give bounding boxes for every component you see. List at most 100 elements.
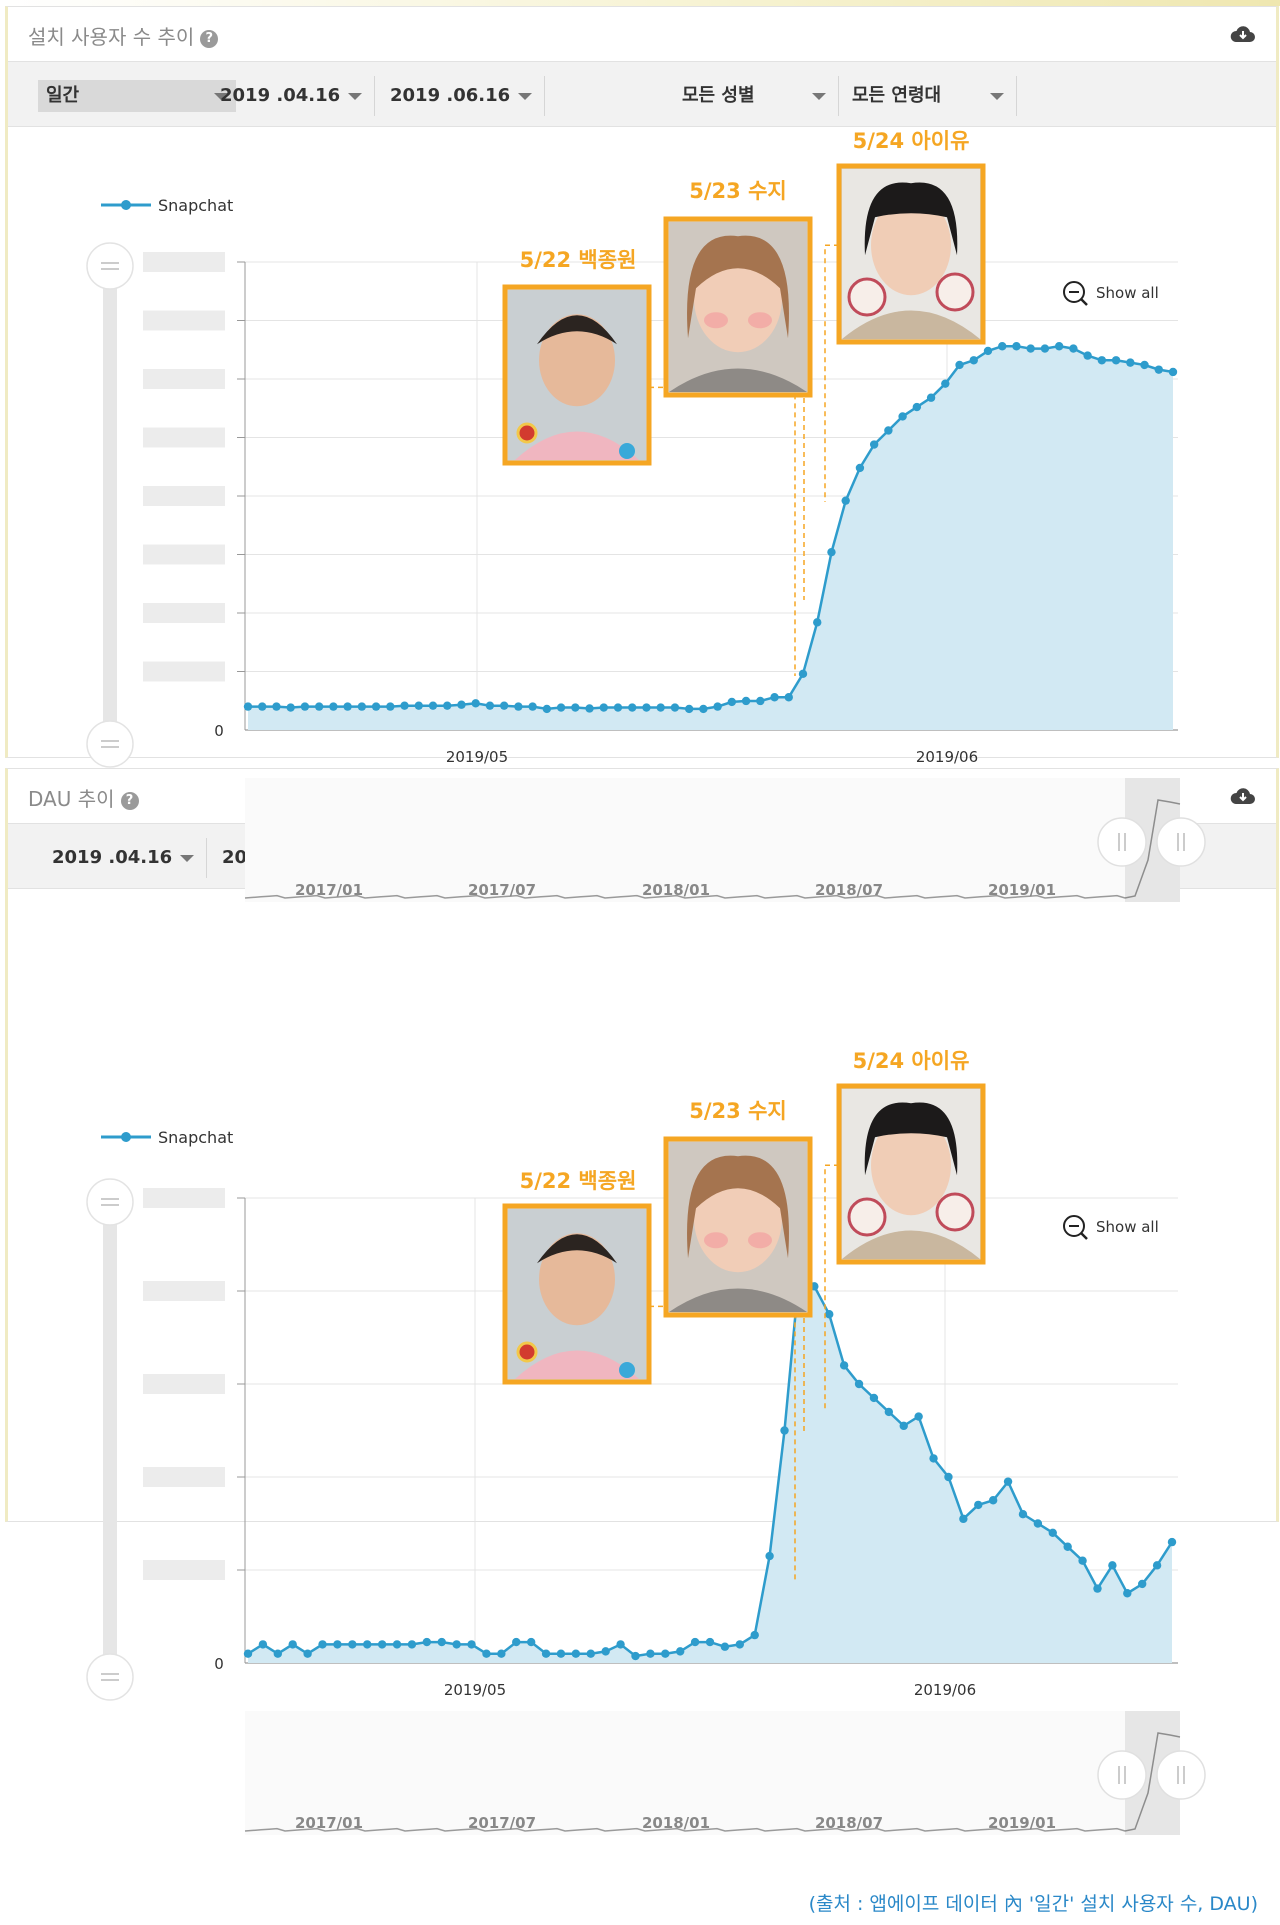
data-point[interactable]	[1167, 1537, 1177, 1547]
data-point[interactable]	[363, 1640, 372, 1649]
data-point[interactable]	[780, 1426, 789, 1435]
y-slider-bottom-handle[interactable]	[86, 720, 134, 768]
navigator-right-handle[interactable]	[1156, 1750, 1206, 1800]
data-point[interactable]	[443, 701, 452, 710]
gender-dropdown[interactable]: 모든 성별	[674, 80, 834, 112]
data-point[interactable]	[628, 703, 637, 712]
data-point[interactable]	[998, 342, 1007, 351]
data-point[interactable]	[661, 1649, 670, 1658]
data-point[interactable]	[428, 701, 438, 710]
data-point[interactable]	[1003, 1477, 1013, 1486]
data-point[interactable]	[1040, 344, 1050, 353]
data-point[interactable]	[273, 1649, 283, 1658]
data-point[interactable]	[675, 1647, 685, 1656]
data-point[interactable]	[556, 703, 566, 712]
data-point[interactable]	[631, 1651, 640, 1661]
data-point[interactable]	[1168, 367, 1178, 377]
start-date-dropdown[interactable]: 2019 .04.16	[44, 842, 202, 874]
data-point[interactable]	[727, 697, 737, 707]
data-point[interactable]	[528, 702, 537, 711]
data-point[interactable]	[386, 702, 395, 711]
data-point[interactable]	[571, 703, 580, 712]
data-point[interactable]	[1078, 1556, 1087, 1565]
y-slider-bottom-handle[interactable]	[86, 1653, 134, 1701]
data-point[interactable]	[400, 701, 409, 710]
data-point[interactable]	[1137, 1579, 1147, 1589]
y-slider-top-handle[interactable]	[86, 242, 134, 290]
data-point[interactable]	[407, 1640, 417, 1649]
data-point[interactable]	[392, 1640, 402, 1649]
age-dropdown[interactable]: 모든 연령대	[844, 80, 1012, 112]
data-point[interactable]	[499, 701, 509, 710]
data-point[interactable]	[855, 463, 865, 473]
data-point[interactable]	[485, 701, 495, 710]
data-point[interactable]	[585, 704, 594, 713]
data-point[interactable]	[756, 696, 765, 706]
data-point[interactable]	[720, 1642, 730, 1651]
data-point[interactable]	[300, 702, 310, 711]
start-date-dropdown[interactable]: 2019 .04.16	[212, 80, 370, 112]
data-point[interactable]	[827, 547, 836, 557]
help-icon[interactable]: ?	[200, 30, 219, 48]
data-point[interactable]	[314, 702, 324, 711]
data-point[interactable]	[514, 702, 523, 711]
data-point[interactable]	[571, 1649, 581, 1658]
data-point[interactable]	[1063, 1542, 1072, 1551]
data-point[interactable]	[286, 703, 295, 712]
data-point[interactable]	[1152, 1561, 1162, 1570]
data-point[interactable]	[705, 1637, 715, 1647]
data-point[interactable]	[914, 1412, 923, 1421]
data-point[interactable]	[303, 1649, 312, 1658]
data-point[interactable]	[813, 618, 822, 627]
data-point[interactable]	[750, 1630, 759, 1640]
data-point[interactable]	[646, 1649, 655, 1658]
data-point[interactable]	[457, 700, 466, 709]
data-point[interactable]	[258, 1640, 268, 1649]
data-point[interactable]	[974, 1500, 983, 1510]
data-point[interactable]	[765, 1551, 774, 1561]
data-point[interactable]	[1048, 1528, 1057, 1538]
data-point[interactable]	[1012, 342, 1021, 351]
data-point[interactable]	[983, 346, 993, 356]
data-point[interactable]	[854, 1379, 864, 1389]
range-navigator[interactable]: 2017/01 2017/07 2018/01 2018/07 2019/01	[244, 1711, 1206, 1835]
data-point[interactable]	[784, 693, 793, 702]
data-point[interactable]	[288, 1640, 297, 1649]
end-date-dropdown[interactable]: 2019 .06.16	[382, 80, 540, 112]
range-navigator[interactable]: 2017/01 2017/07 2018/01 2018/07 2019/01	[244, 778, 1206, 902]
data-point[interactable]	[1126, 358, 1135, 367]
navigator-right-handle[interactable]	[1156, 817, 1206, 867]
data-point[interactable]	[272, 702, 281, 711]
data-point[interactable]	[542, 704, 552, 714]
data-point[interactable]	[437, 1637, 446, 1647]
data-point[interactable]	[929, 1454, 938, 1463]
data-point[interactable]	[318, 1640, 327, 1649]
data-point[interactable]	[798, 669, 808, 679]
data-point[interactable]	[684, 704, 694, 714]
data-point[interactable]	[1123, 1589, 1132, 1598]
help-icon[interactable]: ?	[120, 792, 139, 810]
data-point[interactable]	[1054, 342, 1064, 351]
data-point[interactable]	[1069, 344, 1078, 353]
data-point[interactable]	[371, 702, 381, 711]
data-point[interactable]	[512, 1637, 521, 1647]
data-point[interactable]	[526, 1637, 536, 1647]
data-point[interactable]	[243, 1649, 253, 1658]
data-point[interactable]	[377, 1640, 387, 1649]
data-point[interactable]	[969, 356, 978, 365]
data-point[interactable]	[1033, 1519, 1043, 1528]
data-point[interactable]	[1026, 344, 1035, 353]
data-point[interactable]	[959, 1514, 968, 1524]
data-point[interactable]	[656, 703, 665, 712]
navigator-left-handle[interactable]	[1097, 1750, 1147, 1800]
data-point[interactable]	[613, 703, 623, 712]
data-point[interactable]	[699, 704, 708, 714]
data-point[interactable]	[329, 702, 338, 711]
data-point[interactable]	[770, 693, 779, 702]
data-point[interactable]	[1097, 356, 1107, 365]
data-point[interactable]	[825, 1310, 834, 1319]
y-slider-track[interactable]	[103, 1204, 117, 1681]
navigator-left-handle[interactable]	[1097, 817, 1147, 867]
data-point[interactable]	[599, 703, 608, 712]
data-point[interactable]	[414, 701, 423, 710]
